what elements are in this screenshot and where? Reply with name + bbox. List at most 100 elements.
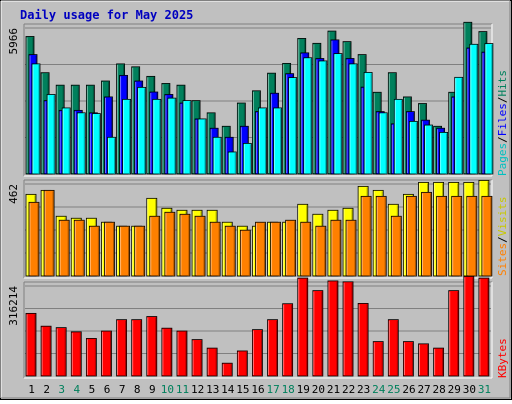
- bar-sites-day-2: [43, 189, 55, 277]
- max-label-kbytes: 316214: [7, 286, 20, 326]
- bar-kbytes-day-16: [252, 329, 263, 377]
- x-tick-label-day-23: 23: [357, 383, 370, 396]
- chart-title: Daily usage for May 2025: [20, 8, 193, 22]
- bar-body: [406, 195, 417, 277]
- bar-body: [146, 316, 158, 377]
- bar-kbytes-day-12: [191, 339, 203, 377]
- bar-sites-day-24: [375, 195, 387, 277]
- bar-body: [104, 221, 115, 277]
- bar-sites-day-23: [360, 195, 372, 277]
- bar-pages-day-8: [137, 86, 147, 175]
- bar-sites-day-4: [73, 219, 85, 277]
- bar-pages-day-30: [469, 43, 479, 175]
- bar-pages-day-17: [273, 107, 282, 175]
- bar-body: [448, 290, 460, 377]
- legend-hits-files-pages: Pages/Files/Hits: [496, 70, 509, 176]
- bar-body: [194, 215, 206, 277]
- x-tick-label-day-31: 31: [478, 383, 491, 396]
- bar-pages-day-29: [454, 76, 464, 175]
- bar-body: [303, 57, 313, 175]
- bar-body: [403, 341, 414, 377]
- bar-body: [239, 229, 251, 277]
- bar-body: [119, 225, 130, 277]
- x-tick-label-day-5: 5: [89, 383, 96, 396]
- bar-sites-day-1: [28, 201, 40, 277]
- bar-body: [409, 120, 418, 175]
- x-tick-label-day-15: 15: [236, 383, 249, 396]
- bar-pages-day-1: [31, 63, 41, 175]
- bar-body: [149, 215, 161, 277]
- max-label-hits-files-pages: 5966: [7, 28, 20, 55]
- bar-body: [197, 118, 207, 175]
- x-tick-label-day-6: 6: [104, 383, 111, 396]
- max-label-visits-sites: 462: [7, 184, 20, 204]
- bar-kbytes-day-21: [327, 280, 339, 377]
- x-tick-label-day-13: 13: [206, 383, 219, 396]
- bar-sites-day-9: [149, 215, 161, 277]
- x-tick-label-day-28: 28: [433, 383, 446, 396]
- bar-kbytes-day-15: [236, 350, 248, 377]
- bar-body: [167, 97, 177, 175]
- x-tick-label-day-14: 14: [221, 383, 235, 396]
- bar-body: [209, 221, 221, 277]
- x-tick-label-day-18: 18: [282, 383, 295, 396]
- bar-sites-day-12: [194, 215, 206, 277]
- x-tick-label-day-30: 30: [463, 383, 476, 396]
- x-tick-label-day-19: 19: [297, 383, 310, 396]
- bar-body: [433, 347, 445, 377]
- bar-kbytes-day-20: [312, 290, 324, 377]
- bar-kbytes-day-1: [25, 312, 37, 377]
- bar-kbytes-day-5: [85, 338, 97, 377]
- bar-pages-day-7: [122, 98, 131, 175]
- x-tick-label-day-8: 8: [134, 383, 141, 396]
- legend-entry-4: Hits: [496, 70, 509, 97]
- bar-body: [300, 221, 312, 277]
- x-tick-label-day-20: 20: [312, 383, 325, 396]
- legend-entry-3: /: [496, 97, 509, 104]
- x-tick-label-day-4: 4: [74, 383, 81, 396]
- x-tick-label-day-2: 2: [43, 383, 50, 396]
- legend-entry-1: /: [496, 136, 509, 143]
- legend-visits-sites: Sites/Visits: [496, 197, 509, 277]
- bar-sites-day-18: [285, 219, 297, 277]
- x-tick-label-day-10: 10: [161, 383, 174, 396]
- bar-body: [387, 319, 399, 377]
- x-tick-label-day-27: 27: [417, 383, 430, 396]
- bar-pages-day-22: [348, 63, 358, 175]
- bar-kbytes-day-30: [463, 275, 475, 377]
- bar-pages-day-4: [76, 112, 86, 175]
- bar-body: [161, 327, 173, 377]
- bar-body: [267, 319, 278, 377]
- panel-kbytes: 316214: [7, 275, 493, 379]
- bar-sites-day-29: [451, 195, 463, 277]
- bar-body: [439, 131, 449, 175]
- bar-kbytes-day-11: [176, 330, 188, 377]
- bar-body: [152, 98, 162, 175]
- bar-body: [357, 303, 369, 377]
- bar-pages-day-31: [484, 43, 494, 175]
- legend-entry-2: Visits: [496, 197, 509, 237]
- x-tick-label-day-1: 1: [28, 383, 35, 396]
- bar-sites-day-27: [421, 191, 432, 277]
- legend-entry-2: Files: [496, 103, 509, 136]
- bar-body: [55, 327, 67, 377]
- bar-kbytes-day-3: [55, 327, 67, 377]
- bar-body: [348, 63, 358, 175]
- x-tick-label-day-24: 24: [372, 383, 386, 396]
- bar-pages-day-23: [363, 72, 373, 175]
- bar-sites-day-22: [345, 219, 357, 277]
- bar-pages-day-15: [242, 143, 252, 175]
- bar-pages-day-2: [46, 94, 56, 175]
- bar-sites-day-31: [481, 195, 493, 277]
- bar-sites-day-6: [104, 221, 115, 277]
- bar-body: [242, 143, 252, 175]
- bar-body: [312, 290, 324, 377]
- legend-entry-1: /: [496, 236, 509, 243]
- bar-sites-day-14: [224, 225, 236, 277]
- bar-body: [333, 53, 343, 175]
- bar-pages-day-3: [61, 107, 71, 175]
- bar-body: [285, 219, 297, 277]
- bar-sites-day-13: [209, 221, 221, 277]
